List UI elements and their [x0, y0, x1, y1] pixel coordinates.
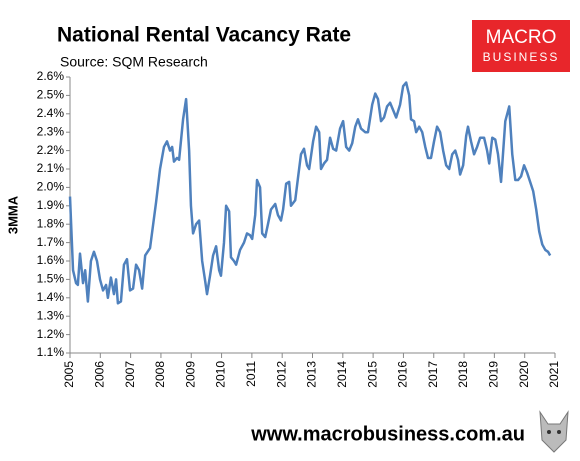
- y-tick-label: 1.5%: [37, 272, 65, 286]
- x-tick-label: 2010: [214, 361, 228, 388]
- x-tick-label: 2014: [335, 361, 349, 388]
- fox-icon: [539, 410, 569, 453]
- chart-title: National Rental Vacancy Rate: [57, 24, 351, 47]
- x-tick-label: 2017: [426, 361, 440, 388]
- x-tick-label: 2009: [183, 361, 197, 388]
- y-axis-label: 3MMA: [5, 195, 20, 234]
- y-tick-label: 1.9%: [37, 198, 65, 212]
- footer-url: www.macrobusiness.com.au: [250, 423, 525, 445]
- x-tick-label: 2020: [517, 361, 531, 388]
- y-tick-label: 2.0%: [37, 180, 65, 194]
- y-tick-label: 2.2%: [37, 143, 65, 157]
- y-tick-label: 2.5%: [37, 88, 65, 102]
- x-tick-label: 2013: [305, 361, 319, 388]
- y-tick-label: 1.3%: [37, 308, 65, 322]
- x-tick-label: 2012: [274, 361, 288, 388]
- y-tick-label: 2.4%: [37, 106, 65, 120]
- x-tick-label: 2011: [244, 361, 258, 387]
- x-tick-label: 2019: [487, 361, 501, 388]
- logo-text: BUSINESS: [483, 50, 560, 64]
- y-tick-label: 1.8%: [37, 216, 65, 230]
- y-tick-label: 2.3%: [37, 124, 65, 138]
- y-tick-label: 1.1%: [37, 345, 65, 359]
- x-tick-label: 2008: [153, 361, 167, 388]
- x-tick-label: 2021: [547, 361, 561, 388]
- data-line: [68, 81, 552, 305]
- y-tick-label: 1.7%: [37, 235, 65, 249]
- x-tick-label: 2007: [123, 361, 137, 388]
- y-tick-label: 1.6%: [37, 253, 65, 267]
- x-tick-label: 2005: [62, 361, 76, 388]
- x-tick-label: 2016: [396, 361, 410, 388]
- x-tick-label: 2018: [456, 361, 470, 388]
- logo-text: MACRO: [486, 27, 557, 48]
- logo-box: [472, 20, 570, 72]
- x-tick-label: 2006: [92, 361, 106, 388]
- x-tick-label: 2015: [365, 361, 379, 388]
- y-tick-label: 2.1%: [37, 161, 65, 175]
- y-tick-label: 1.4%: [37, 290, 65, 304]
- y-tick-label: 1.2%: [37, 327, 65, 341]
- y-tick-label: 2.6%: [37, 69, 65, 83]
- chart-subtitle: Source: SQM Research: [60, 54, 208, 70]
